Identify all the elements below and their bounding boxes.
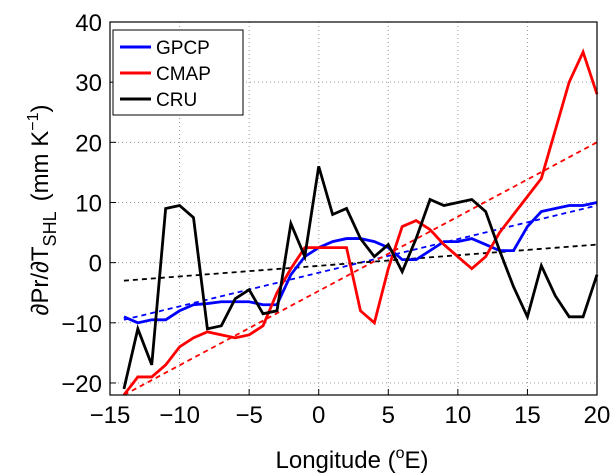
- x-label-sup: o: [396, 445, 405, 462]
- x-tick-label: 20: [584, 402, 611, 429]
- series-line: [122, 48, 599, 396]
- y-tick-label: 30: [75, 70, 102, 97]
- legend-label: CRU: [156, 90, 197, 111]
- x-tick-label: 15: [514, 402, 541, 429]
- trend-line: [123, 243, 598, 282]
- x-tick-label: 5: [382, 402, 395, 429]
- legend-label: CMAP: [156, 64, 211, 85]
- y-tick-label: 10: [75, 190, 102, 217]
- y-label-end: ): [27, 105, 54, 113]
- x-label-end: E): [405, 447, 429, 474]
- x-label-main: Longitude (: [276, 447, 396, 474]
- x-tick-label: 0: [312, 402, 325, 429]
- y-label-main: ∂Pr/∂T: [27, 246, 54, 315]
- y-label-unit: (mm K: [27, 131, 54, 202]
- y-label-sup: −1: [25, 112, 42, 130]
- y-axis-label: ∂Pr/∂TSHL (mm K−1): [25, 105, 60, 316]
- legend: GPCP CMAP CRU: [112, 29, 244, 116]
- marks: [122, 48, 599, 396]
- axes-box: [109, 21, 598, 396]
- y-tick-label: −20: [61, 371, 102, 398]
- y-tick-label: −10: [61, 311, 102, 338]
- legend-label: GPCP: [156, 38, 210, 59]
- x-tick-label: 10: [445, 402, 472, 429]
- x-tick-label: −10: [159, 402, 200, 429]
- x-tick-label: −5: [235, 402, 262, 429]
- y-tick-label: 20: [75, 130, 102, 157]
- y-tick-label: 0: [89, 251, 102, 278]
- y-tick-label: 40: [75, 10, 102, 37]
- series-line: [122, 165, 599, 390]
- x-tick-label: −15: [90, 402, 131, 429]
- y-label-sub: SHL: [40, 211, 60, 246]
- x-axis-label: Longitude (oE): [276, 445, 429, 474]
